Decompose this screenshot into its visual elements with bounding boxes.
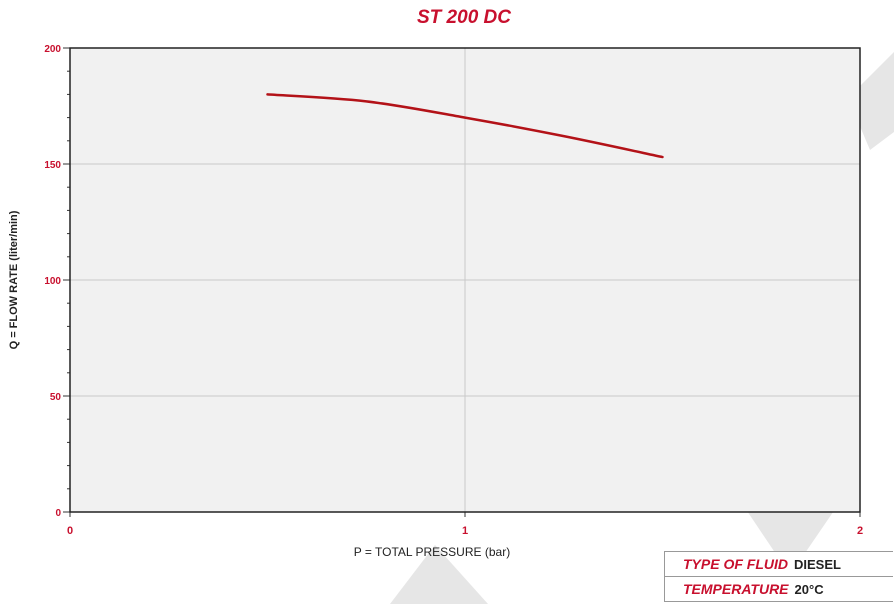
y-tick-label: 200 — [44, 44, 61, 55]
series — [266, 93, 664, 159]
info-value-type-of-fluid: DIESEL — [794, 557, 841, 572]
x-tick-label: 2 — [857, 525, 863, 537]
info-key-type-of-fluid: TYPE OF FLUID — [683, 556, 788, 572]
axes — [63, 47, 861, 517]
watermark-stroke-top — [848, 52, 894, 150]
y-tick-label: 0 — [55, 508, 61, 519]
y-tick-label: 100 — [44, 276, 61, 287]
fluid-info-box: TYPE OF FLUID DIESEL TEMPERATURE 20°C — [664, 551, 893, 602]
y-tick-label: 150 — [44, 160, 61, 171]
watermark-stroke-bottom — [390, 545, 488, 604]
x-tick-label: 1 — [462, 525, 468, 537]
y-tick-label: 50 — [50, 392, 62, 403]
info-value-temperature: 20°C — [794, 582, 824, 597]
info-row-temperature: TEMPERATURE 20°C — [665, 577, 893, 602]
x-tick-label: 0 — [67, 525, 73, 537]
flow-rate-curve — [266, 93, 664, 159]
y-axis-label: Q = FLOW RATE (liter/min) — [8, 210, 20, 349]
x-axis-label: P = TOTAL PRESSURE (bar) — [354, 545, 510, 559]
plot-frame — [69, 47, 861, 513]
info-key-temperature: TEMPERATURE — [683, 581, 789, 597]
tick-labels: 0 50 100 150 200 0 1 2 — [44, 44, 863, 537]
info-row-type-of-fluid: TYPE OF FLUID DIESEL — [665, 552, 893, 577]
grid-lines — [70, 48, 860, 512]
chart-title: ST 200 DC — [417, 7, 511, 28]
